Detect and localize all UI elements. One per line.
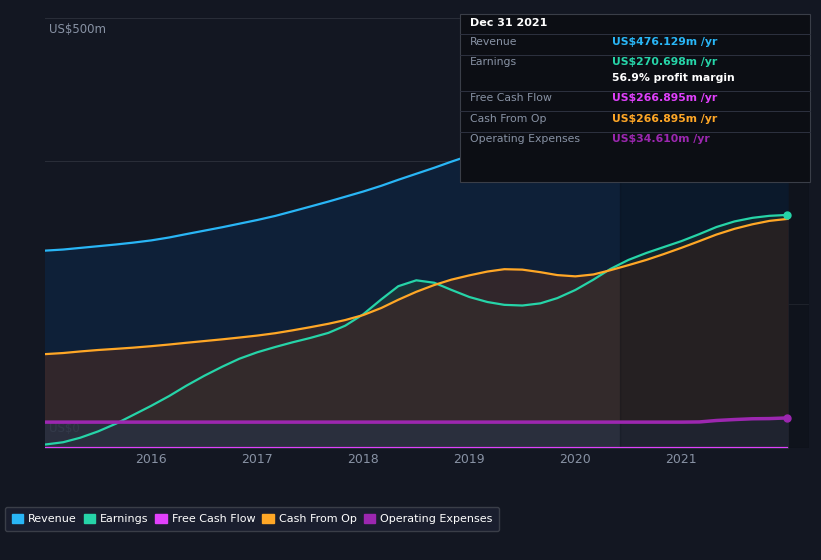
Text: Free Cash Flow: Free Cash Flow [470,94,552,103]
Text: Revenue: Revenue [470,37,517,47]
Legend: Revenue, Earnings, Free Cash Flow, Cash From Op, Operating Expenses: Revenue, Earnings, Free Cash Flow, Cash … [5,507,499,531]
Text: Earnings: Earnings [470,58,516,67]
Text: Dec 31 2021: Dec 31 2021 [470,18,547,29]
Text: Cash From Op: Cash From Op [470,114,546,124]
Text: 56.9% profit margin: 56.9% profit margin [612,73,735,83]
Text: US$500m: US$500m [49,24,106,36]
Text: US$266.895m /yr: US$266.895m /yr [612,114,717,124]
Text: US$0: US$0 [49,422,80,435]
Text: US$476.129m /yr: US$476.129m /yr [612,37,717,47]
Bar [620,17,809,448]
Text: US$270.698m /yr: US$270.698m /yr [612,58,717,67]
Text: US$266.895m /yr: US$266.895m /yr [612,94,717,103]
Text: US$34.610m /yr: US$34.610m /yr [612,134,709,144]
Text: Operating Expenses: Operating Expenses [470,134,580,144]
